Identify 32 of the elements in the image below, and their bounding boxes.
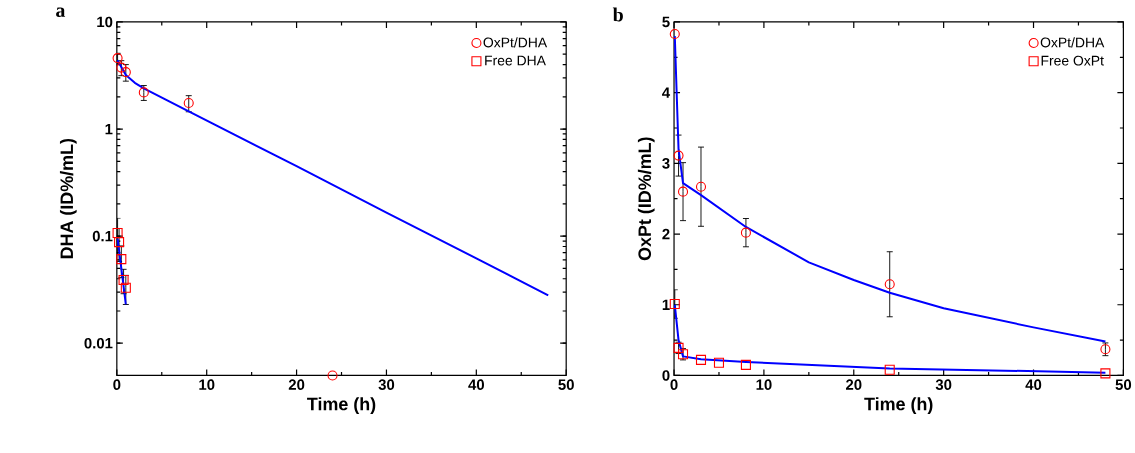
y-tick-label: 10: [97, 16, 113, 28]
y-tick-label: 0.1: [92, 230, 113, 242]
y-tick-label: 1: [105, 123, 113, 135]
x-tick-label: 40: [1025, 379, 1042, 390]
y-tick-label: 0.01: [84, 337, 113, 349]
text: b: [612, 7, 623, 22]
legend-label: Free OxPt: [1041, 55, 1104, 66]
y-tick-label: 3: [662, 157, 670, 169]
legend-label: OxPt/DHA: [483, 36, 548, 48]
x-tick-label: 20: [845, 379, 862, 390]
y-tick-label: 0: [662, 370, 670, 381]
text: a: [56, 7, 66, 17]
x-tick-label: 40: [468, 379, 484, 390]
x-tick-label: 10: [199, 379, 215, 390]
y-axis-title: OxPt (ID%/mL): [637, 137, 655, 260]
x-axis-title: Time (h): [864, 397, 933, 414]
x-tick-label: 30: [935, 379, 952, 390]
x-tick-label: 30: [378, 379, 395, 390]
x-axis-title: Time (h): [307, 397, 376, 414]
y-tick-label: 4: [662, 87, 671, 98]
x-tick-label: 0: [670, 379, 678, 390]
x-tick-label: 50: [1115, 379, 1132, 390]
y-tick-label: 1: [662, 299, 670, 310]
legend-label: Free DHA: [485, 55, 546, 66]
x-tick-label: 10: [756, 379, 772, 390]
x-tick-label: 50: [558, 379, 574, 390]
y-tick-label: 2: [662, 228, 670, 240]
y-tick-label: 5: [662, 16, 670, 27]
legend-label: OxPt/DHA: [1040, 36, 1105, 48]
x-tick-label: 20: [288, 379, 305, 390]
y-axis-title: DHA (ID%/mL): [59, 138, 77, 259]
x-tick-label: 0: [113, 379, 121, 390]
